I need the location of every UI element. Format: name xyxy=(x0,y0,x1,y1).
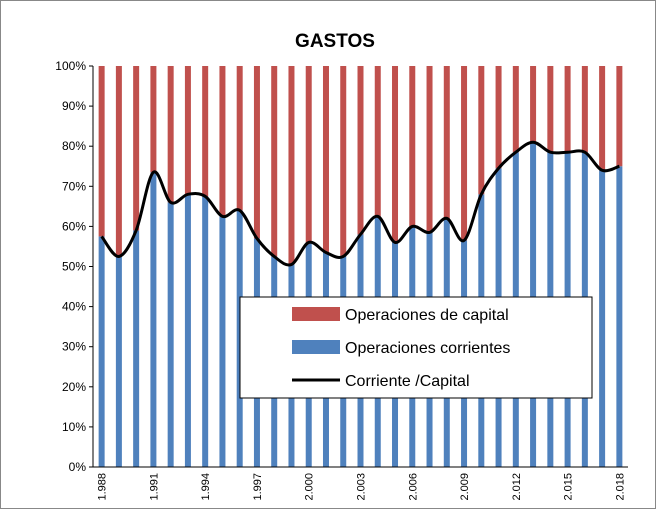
line xyxy=(100,140,620,267)
bar xyxy=(115,256,122,467)
bar xyxy=(167,202,174,467)
bar xyxy=(461,66,468,241)
bar xyxy=(409,66,416,227)
legend-swatch xyxy=(292,340,340,354)
legend: Operaciones de capital Operaciones corrie… xyxy=(239,296,593,399)
bar xyxy=(184,194,191,467)
y-tick-label: 90% xyxy=(62,99,86,113)
x-tick-label: 2.000 xyxy=(304,473,316,501)
bar xyxy=(98,236,105,467)
bar xyxy=(564,66,571,153)
bar xyxy=(322,66,329,253)
bar xyxy=(202,66,209,197)
x-tick-label: 2.018 xyxy=(614,473,626,501)
bar xyxy=(150,172,157,467)
bar xyxy=(443,66,450,219)
bar xyxy=(236,66,243,211)
bar xyxy=(512,66,519,153)
legend-swatch xyxy=(292,307,340,321)
y-tick-label: 70% xyxy=(62,179,86,193)
x-tick-label: 2.015 xyxy=(563,473,575,501)
bar xyxy=(219,66,226,217)
legend-label: Operaciones de capital xyxy=(345,307,509,324)
bar xyxy=(581,66,588,153)
y-tick-label: 100% xyxy=(55,59,86,73)
bar xyxy=(288,66,295,265)
x-tick-label: 1.988 xyxy=(97,473,109,501)
y-tick-label: 20% xyxy=(62,380,86,394)
legend-label: Corriente /Capital xyxy=(345,373,470,390)
bar xyxy=(599,66,606,171)
bar xyxy=(495,66,502,169)
chart-title: GASTOS xyxy=(295,31,375,52)
y-tick-label: 40% xyxy=(62,300,86,314)
bar xyxy=(392,66,399,243)
bar xyxy=(184,66,191,195)
bar xyxy=(374,66,381,217)
bar xyxy=(219,216,226,467)
y-tick-label: 60% xyxy=(62,219,86,233)
x-tick-label: 2.003 xyxy=(356,473,368,501)
y-tick-label: 30% xyxy=(62,340,86,354)
bar xyxy=(150,66,157,173)
legend-label: Operaciones corrientes xyxy=(345,340,510,357)
bar xyxy=(271,66,278,257)
bar xyxy=(426,66,433,233)
bar xyxy=(357,66,364,235)
x-tick-label: 2.009 xyxy=(459,473,471,501)
bar xyxy=(202,196,209,467)
bar xyxy=(530,66,537,143)
bar xyxy=(478,66,485,195)
y-tick-label: 50% xyxy=(62,260,86,274)
bar xyxy=(98,66,105,237)
bar xyxy=(616,66,623,167)
bar xyxy=(133,230,140,467)
x-tick-label: 1.991 xyxy=(148,473,160,501)
bar xyxy=(253,66,260,239)
bar xyxy=(340,66,347,257)
bar xyxy=(115,66,122,257)
x-tick-label: 1.994 xyxy=(200,473,212,501)
bar xyxy=(167,66,174,203)
bar xyxy=(133,66,140,231)
x-tick-label: 1.997 xyxy=(252,473,264,501)
y-tick-label: 80% xyxy=(62,139,86,153)
y-tick-label: 0% xyxy=(69,460,87,474)
bar xyxy=(547,66,554,153)
bar xyxy=(599,170,606,467)
x-tick-label: 2.012 xyxy=(511,473,523,501)
bar xyxy=(616,166,623,467)
y-tick-label: 10% xyxy=(62,420,86,434)
x-tick-label: 2.006 xyxy=(407,473,419,501)
bar xyxy=(305,66,312,243)
